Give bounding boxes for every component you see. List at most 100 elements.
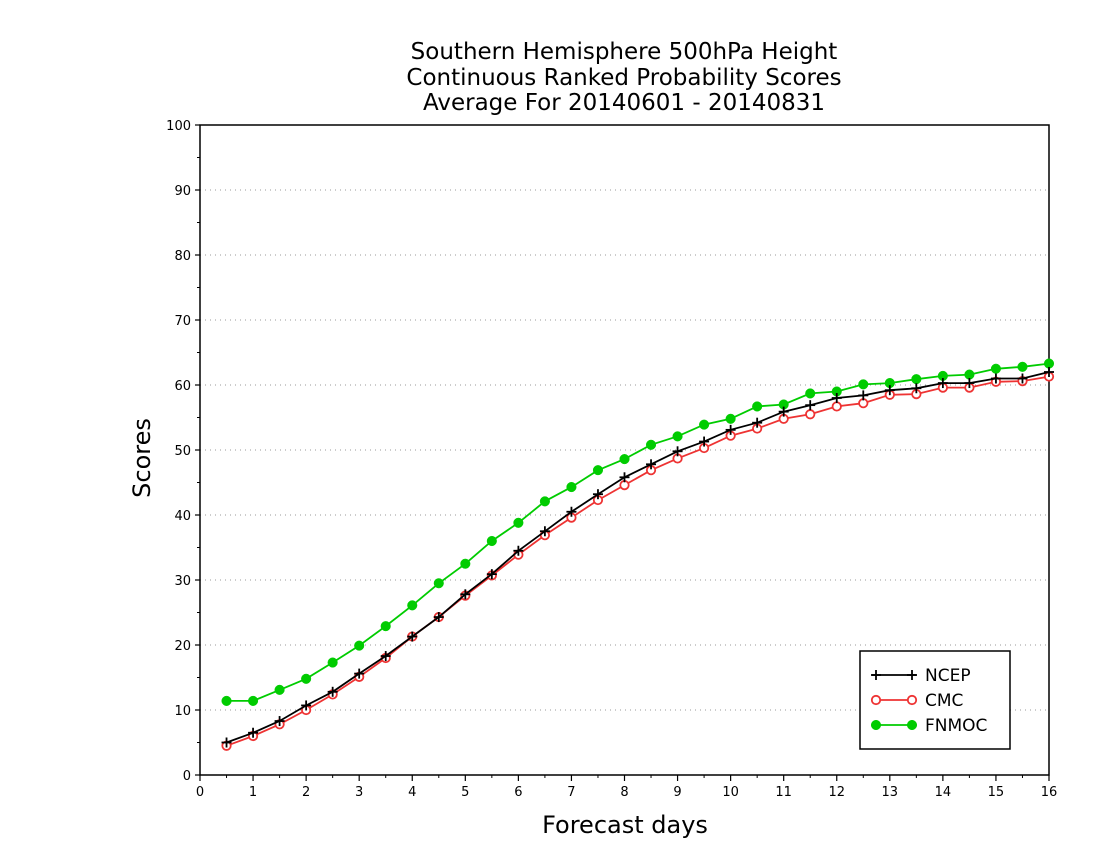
data-point-ncep xyxy=(1044,367,1054,377)
data-point-ncep xyxy=(937,378,948,389)
y-tick-label: 60 xyxy=(174,379,191,394)
x-tick-label: 16 xyxy=(1041,785,1058,800)
data-point-ncep xyxy=(752,417,763,428)
data-point-fnmoc xyxy=(380,621,391,632)
data-point-fnmoc xyxy=(699,419,710,430)
chart-title-line-1: Southern Hemisphere 500hPa Height xyxy=(411,39,838,65)
data-point-fnmoc xyxy=(274,684,285,695)
data-point-fnmoc xyxy=(990,363,1001,374)
data-point-fnmoc xyxy=(407,600,418,611)
data-point-fnmoc xyxy=(964,369,975,380)
data-point-ncep xyxy=(699,436,710,447)
data-point-fnmoc xyxy=(858,379,869,390)
x-tick-label: 9 xyxy=(673,785,681,800)
data-point-fnmoc xyxy=(513,517,524,528)
data-point-ncep xyxy=(990,373,1001,384)
data-point-fnmoc xyxy=(672,431,683,442)
data-point-fnmoc xyxy=(566,482,577,493)
data-point-ncep xyxy=(858,390,869,401)
legend-marker xyxy=(870,694,882,706)
x-tick-label: 2 xyxy=(302,785,310,800)
data-point-ncep xyxy=(725,424,736,435)
data-point-ncep xyxy=(248,727,259,738)
legend-label: FNMOC xyxy=(925,716,987,736)
chart-title: Southern Hemisphere 500hPa Height Contin… xyxy=(406,39,841,116)
data-point-fnmoc xyxy=(460,558,471,569)
data-point-fnmoc xyxy=(486,535,497,547)
y-tick-label: 20 xyxy=(174,639,191,654)
x-tick-label: 14 xyxy=(935,785,952,800)
y-tick-label: 70 xyxy=(174,314,191,329)
data-point-fnmoc xyxy=(752,401,763,412)
y-tick-label: 30 xyxy=(174,574,191,589)
x-tick-label: 6 xyxy=(514,785,522,800)
x-tick-label: 8 xyxy=(620,785,628,800)
data-point-ncep xyxy=(221,737,232,748)
x-axis-title: Forecast days xyxy=(542,811,708,839)
y-tick-label: 80 xyxy=(174,249,191,264)
data-point-ncep xyxy=(539,526,550,537)
data-point-fnmoc xyxy=(619,454,630,465)
legend: NCEP CMC FNMOC xyxy=(859,650,1011,750)
data-point-ncep xyxy=(831,393,842,403)
x-tick-label: 12 xyxy=(828,785,845,800)
data-point-ncep xyxy=(592,489,603,500)
data-point-fnmoc xyxy=(221,695,232,706)
x-tick-label: 10 xyxy=(722,785,739,800)
y-tick-label: 0 xyxy=(183,769,191,784)
chart-title-line-2: Continuous Ranked Probability Scores xyxy=(406,65,841,91)
y-tick-label: 90 xyxy=(174,184,191,199)
legend-item-cmc: CMC xyxy=(870,691,963,711)
data-point-ncep xyxy=(566,506,577,517)
y-axis-title: Scores xyxy=(128,418,156,498)
data-point-fnmoc xyxy=(433,578,444,589)
data-point-ncep xyxy=(964,378,975,389)
data-point-ncep xyxy=(884,385,895,396)
data-point-ncep xyxy=(911,383,922,394)
legend-label: CMC xyxy=(925,691,963,711)
legend-marker xyxy=(906,719,918,731)
y-tick-label: 10 xyxy=(174,704,191,719)
x-tick-label: 1 xyxy=(249,785,257,800)
data-point-fnmoc xyxy=(911,374,922,385)
x-tick-label: 3 xyxy=(355,785,363,800)
legend-label: NCEP xyxy=(925,666,971,686)
data-point-ncep xyxy=(460,589,471,600)
data-point-ncep xyxy=(619,472,630,483)
data-point-ncep xyxy=(407,631,418,642)
x-tick-label: 15 xyxy=(988,785,1005,800)
series-ncep xyxy=(221,367,1054,748)
data-point-fnmoc xyxy=(1043,358,1055,369)
data-point-fnmoc xyxy=(539,496,550,507)
data-point-fnmoc xyxy=(645,439,657,450)
series-layer xyxy=(221,358,1055,751)
data-point-ncep xyxy=(486,569,497,580)
data-point-ncep xyxy=(646,459,657,470)
data-point-ncep xyxy=(672,446,683,457)
data-point-fnmoc xyxy=(592,465,604,476)
data-point-ncep xyxy=(778,406,789,417)
chart-title-line-3: Average For 20140601 - 20140831 xyxy=(423,90,825,116)
y-tick-label: 100 xyxy=(166,119,191,134)
data-point-fnmoc xyxy=(1017,361,1028,372)
data-point-fnmoc xyxy=(327,657,338,668)
data-point-cmc xyxy=(805,409,816,420)
data-point-ncep xyxy=(1017,373,1028,384)
legend-marker xyxy=(870,719,882,731)
legend-marker xyxy=(871,670,881,680)
y-tick-label: 50 xyxy=(174,444,191,459)
x-tick-label: 13 xyxy=(882,785,899,800)
series-fnmoc xyxy=(221,358,1055,706)
y-tick-label: 40 xyxy=(174,509,191,524)
x-tick-label: 4 xyxy=(408,785,416,800)
legend-marker xyxy=(906,694,918,706)
data-point-fnmoc xyxy=(805,388,816,399)
legend-item-fnmoc: FNMOC xyxy=(870,716,987,736)
data-point-fnmoc xyxy=(725,413,736,424)
data-point-ncep xyxy=(354,668,365,679)
data-point-fnmoc xyxy=(301,673,312,684)
data-point-ncep xyxy=(301,700,312,711)
legend-item-ncep: NCEP xyxy=(871,666,971,686)
